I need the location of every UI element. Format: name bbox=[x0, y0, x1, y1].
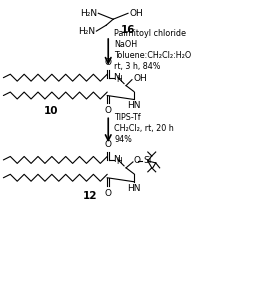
Text: O: O bbox=[104, 106, 111, 115]
Text: 16: 16 bbox=[121, 25, 135, 35]
Text: HN: HN bbox=[127, 102, 141, 110]
Text: Si: Si bbox=[144, 156, 152, 165]
Text: N: N bbox=[113, 73, 119, 82]
Text: OH: OH bbox=[130, 9, 144, 18]
Text: O: O bbox=[104, 189, 111, 198]
Text: H: H bbox=[117, 157, 123, 166]
Text: TIPS-Tf
CH₂Cl₂, rt, 20 h
94%: TIPS-Tf CH₂Cl₂, rt, 20 h 94% bbox=[114, 113, 174, 144]
Text: N: N bbox=[113, 156, 119, 164]
Text: HN: HN bbox=[127, 184, 141, 193]
Text: 10: 10 bbox=[44, 106, 58, 117]
Text: Palmitoyl chloride
NaOH
Toluene:CH₂Cl₂:H₂O
rt, 3 h, 84%: Palmitoyl chloride NaOH Toluene:CH₂Cl₂:H… bbox=[114, 29, 191, 71]
Text: 12: 12 bbox=[83, 191, 98, 201]
Text: OH: OH bbox=[134, 74, 148, 83]
Text: H₂N: H₂N bbox=[80, 9, 97, 18]
Text: H₂N: H₂N bbox=[78, 27, 95, 36]
Text: H: H bbox=[117, 75, 123, 84]
Text: O: O bbox=[134, 156, 141, 165]
Text: O: O bbox=[104, 140, 111, 149]
Text: O: O bbox=[104, 58, 111, 67]
